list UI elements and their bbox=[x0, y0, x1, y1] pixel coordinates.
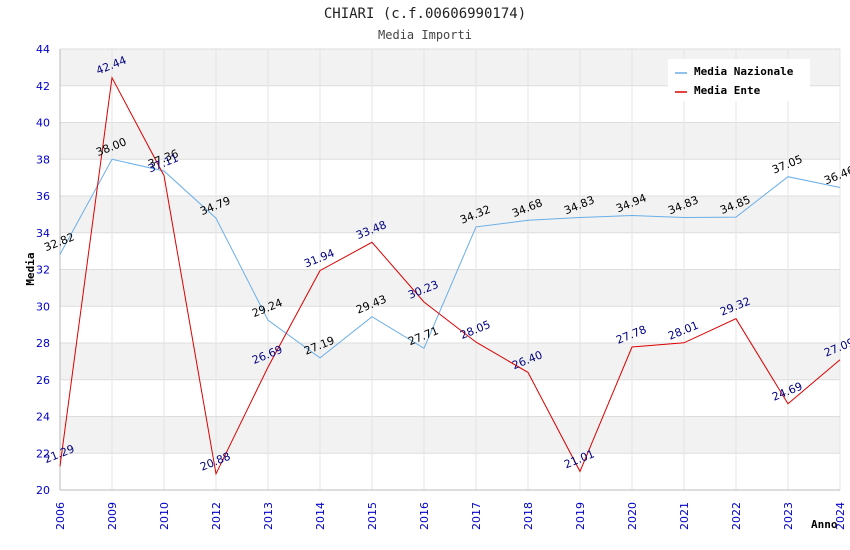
x-tick-label: 2017 bbox=[470, 502, 483, 530]
grid-bands bbox=[60, 49, 840, 454]
y-tick-label: 32 bbox=[36, 264, 50, 277]
x-tick-label: 2018 bbox=[522, 502, 535, 530]
chart-subtitle: Media Importi bbox=[378, 28, 472, 42]
x-tick-label: 2023 bbox=[782, 502, 795, 530]
y-tick-label: 44 bbox=[36, 43, 50, 56]
data-label: 21.29 bbox=[42, 442, 76, 466]
legend: Media Nazionale Media Ente bbox=[668, 59, 810, 101]
y-tick-label: 34 bbox=[36, 227, 50, 240]
x-tick-label: 2015 bbox=[366, 502, 379, 530]
grid-band bbox=[60, 343, 840, 380]
x-tick-label: 2010 bbox=[158, 502, 171, 530]
y-tick-label: 20 bbox=[36, 484, 50, 497]
x-tick-label: 2016 bbox=[418, 502, 431, 530]
y-tick-label: 36 bbox=[36, 190, 50, 203]
series-line-ente bbox=[59, 76, 841, 476]
data-label: 36.46 bbox=[822, 163, 850, 187]
y-tick-label: 30 bbox=[36, 300, 50, 313]
x-tick-label: 2014 bbox=[314, 502, 327, 530]
x-tick-label: 2022 bbox=[730, 502, 743, 530]
axes bbox=[59, 49, 840, 491]
x-tick-label: 2006 bbox=[54, 502, 67, 530]
x-tick-label: 2012 bbox=[210, 502, 223, 530]
legend-box bbox=[668, 59, 810, 101]
grid-band bbox=[60, 122, 840, 160]
y-tick-label: 38 bbox=[36, 153, 50, 166]
legend-label-ente: Media Ente bbox=[694, 84, 761, 97]
data-label: 28.01 bbox=[666, 319, 700, 343]
x-tick-label: 2009 bbox=[106, 502, 119, 530]
y-tick-label: 22 bbox=[36, 447, 50, 460]
x-axis-label: Anno bbox=[811, 518, 838, 531]
y-tick-label: 24 bbox=[36, 411, 50, 424]
x-tick-label: 2020 bbox=[626, 502, 639, 530]
y-tick-label: 28 bbox=[36, 337, 50, 350]
data-label: 28.05 bbox=[458, 318, 492, 342]
x-tick-labels: 2006 2009 2010 2012 2013 2014 2015 2016 2017 2018… bbox=[54, 502, 847, 530]
y-tick-label: 40 bbox=[36, 117, 50, 130]
y-tick-labels: 20 22 24 26 28 30 32 34 36 38 40 42 44 bbox=[36, 43, 50, 497]
data-label: 31.94 bbox=[302, 247, 336, 271]
grid-band bbox=[60, 416, 840, 454]
y-tick-label: 26 bbox=[36, 374, 50, 387]
x-tick-label: 2021 bbox=[678, 502, 691, 530]
y-axis-label: Media bbox=[24, 252, 37, 285]
x-tick-label: 2024 bbox=[834, 502, 847, 530]
y-tick-label: 42 bbox=[36, 80, 50, 93]
series-line-nazionale bbox=[59, 158, 841, 359]
grid-band bbox=[60, 196, 840, 233]
x-tick-label: 2019 bbox=[574, 502, 587, 530]
legend-label-nazionale: Media Nazionale bbox=[694, 65, 794, 78]
chart-title: CHIARI (c.f.00606990174) bbox=[324, 6, 526, 22]
series-layer bbox=[59, 76, 841, 476]
x-tick-label: 2013 bbox=[262, 502, 275, 530]
